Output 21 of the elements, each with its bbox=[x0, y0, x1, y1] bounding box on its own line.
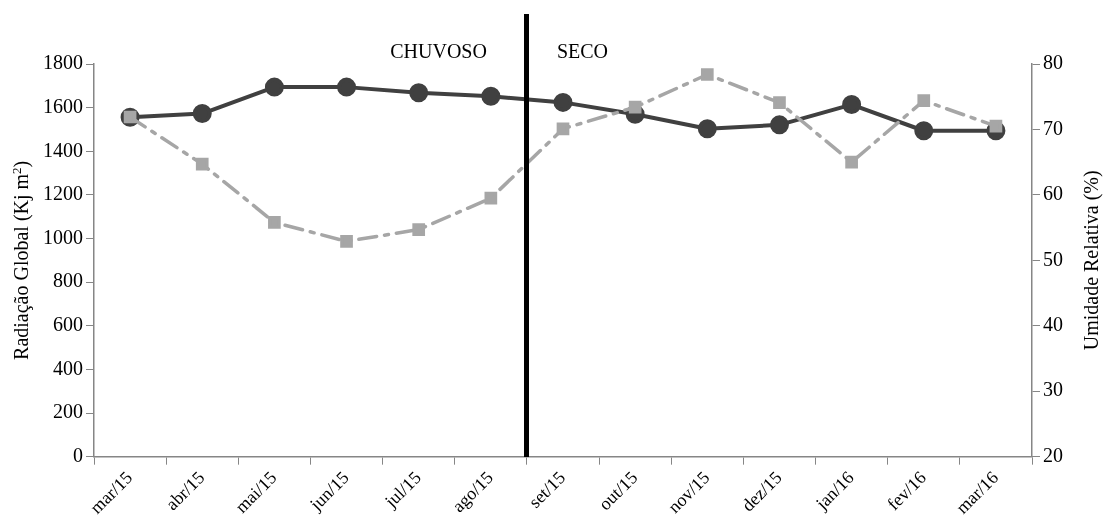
y-tick-label: 200 bbox=[53, 400, 83, 423]
y-tick-label: 1400 bbox=[43, 138, 83, 161]
y2-tick-label: 20 bbox=[1043, 443, 1063, 466]
y2-tick-label: 30 bbox=[1043, 378, 1063, 401]
y-tick-label: 1000 bbox=[43, 225, 83, 248]
text: SECO bbox=[556, 40, 609, 62]
y2-tick-label: 40 bbox=[1043, 313, 1063, 336]
y2-tick-label: 60 bbox=[1043, 182, 1063, 205]
y-tick-label: 1600 bbox=[43, 94, 83, 117]
text: CHUVOSO bbox=[390, 40, 487, 62]
y2-axis-title: Umidade Relativa (%) bbox=[1080, 170, 1103, 351]
y-axis-title: Radiação Global (Kj m2) bbox=[9, 160, 33, 360]
y-tick-label: 0 bbox=[73, 443, 83, 466]
y-tick-label: 400 bbox=[53, 356, 83, 379]
y-tick-label: 1800 bbox=[43, 51, 83, 74]
y-tick-label: 800 bbox=[53, 269, 83, 292]
y2-tick-label: 80 bbox=[1043, 51, 1063, 74]
y-tick-label: 600 bbox=[53, 313, 83, 336]
y2-tick-label: 70 bbox=[1043, 116, 1063, 139]
y-tick-label: 1200 bbox=[43, 182, 83, 205]
y2-tick-label: 50 bbox=[1043, 247, 1063, 270]
